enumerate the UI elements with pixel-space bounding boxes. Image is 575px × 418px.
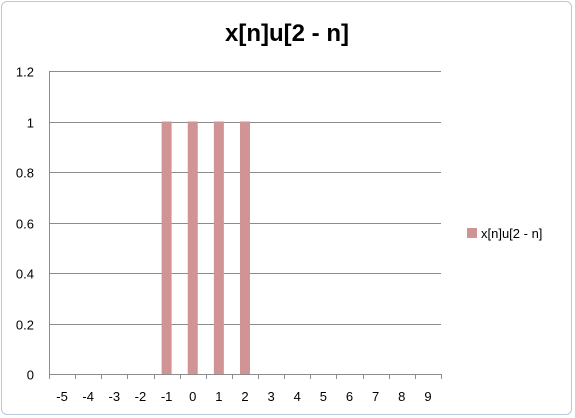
x-tick-label: -5 bbox=[56, 389, 68, 404]
y-tick-label: 0 bbox=[27, 368, 34, 383]
x-tick-label: -1 bbox=[161, 389, 173, 404]
x-tick-label: 6 bbox=[346, 389, 353, 404]
y-tick-label: 1 bbox=[27, 116, 34, 131]
x-tick-label: 7 bbox=[372, 389, 379, 404]
x-tick-label: 4 bbox=[294, 389, 301, 404]
x-tick-label: 2 bbox=[241, 389, 248, 404]
x-tick-label: -4 bbox=[82, 389, 94, 404]
x-tick-label: 9 bbox=[424, 389, 431, 404]
y-tick-label: 0.4 bbox=[16, 267, 34, 282]
bar bbox=[240, 121, 250, 374]
bar bbox=[161, 121, 172, 374]
y-tick-label: 0.2 bbox=[16, 318, 34, 333]
legend-label: x[n]u[2 - n] bbox=[481, 226, 542, 241]
bars bbox=[161, 121, 250, 374]
y-axis-ticks: 0 0.2 0.4 0.6 0.8 1 1.2 bbox=[16, 65, 34, 383]
chart-title: x[n]u[2 - n] bbox=[225, 20, 349, 47]
x-tick-label: 0 bbox=[189, 389, 196, 404]
x-tick-label: 8 bbox=[398, 389, 405, 404]
y-tick-label: 0.6 bbox=[16, 217, 34, 232]
bar bbox=[187, 121, 198, 374]
legend: x[n]u[2 - n] bbox=[467, 226, 542, 241]
y-tick-label: 0.8 bbox=[16, 166, 34, 181]
x-tick-label: 5 bbox=[320, 389, 327, 404]
x-tick-label: -3 bbox=[109, 389, 121, 404]
x-axis-ticks: -5 -4 -3 -2 -1 0 1 2 3 4 5 6 7 8 9 bbox=[49, 374, 442, 404]
legend-swatch bbox=[467, 228, 477, 238]
x-tick-label: -2 bbox=[135, 389, 147, 404]
x-tick-label: 1 bbox=[215, 389, 222, 404]
bar bbox=[213, 121, 224, 374]
y-tick-label: 1.2 bbox=[16, 65, 34, 80]
x-tick-label: 3 bbox=[268, 389, 275, 404]
